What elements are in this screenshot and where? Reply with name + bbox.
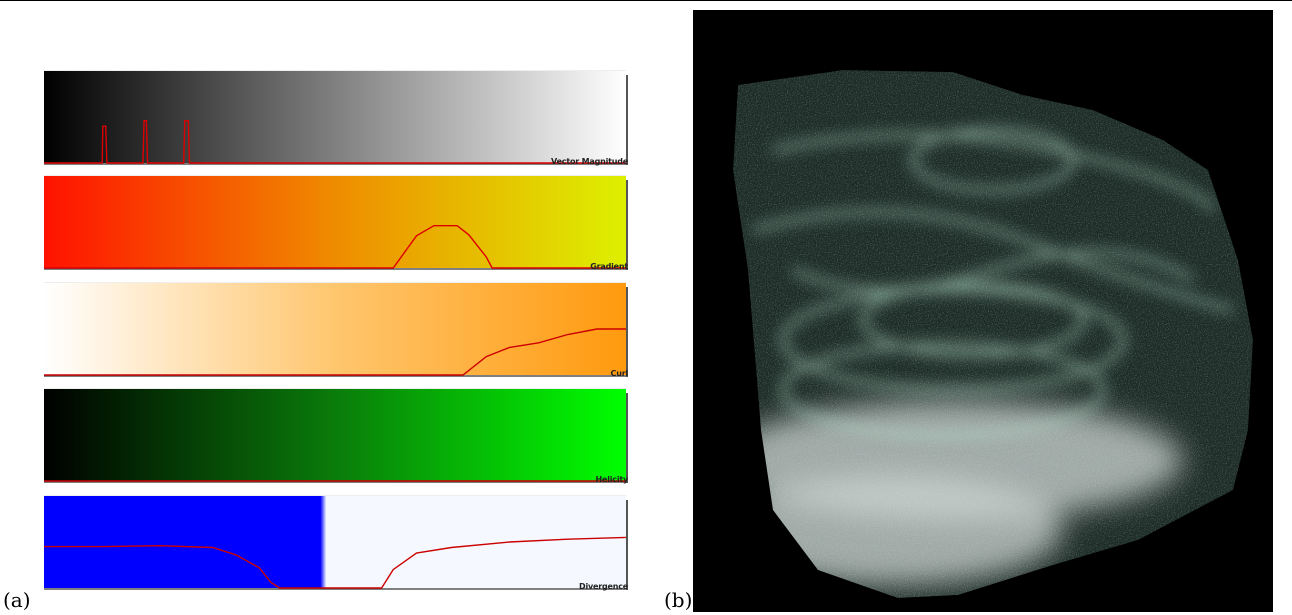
transfer-function-panel: Vector Magnitude Gradient Curl Helicity …	[40, 65, 640, 605]
tf-color-bar[interactable]	[44, 496, 626, 588]
tf-editor-curl-canvas[interactable]	[40, 277, 640, 382]
volume-rendering-canvas	[693, 10, 1273, 612]
tf-editor-gradient[interactable]: Gradient	[40, 170, 640, 275]
panel-label-b: (b)	[664, 588, 693, 612]
tf-color-bar[interactable]	[44, 389, 626, 481]
volume-rendering-image	[693, 10, 1273, 612]
tf-opacity-curve[interactable]	[44, 120, 626, 164]
tf-editor-helicity-canvas[interactable]	[40, 383, 640, 488]
tf-editor-label: Curl	[610, 369, 629, 378]
tf-color-bar[interactable]	[44, 71, 626, 163]
tf-editor-label: Gradient	[590, 262, 628, 271]
tf-opacity-curve[interactable]	[44, 328, 626, 376]
tf-editor-label: Divergence	[579, 582, 628, 591]
tf-editor-vector-magnitude[interactable]: Vector Magnitude	[40, 65, 640, 170]
tf-editor-vector-magnitude-canvas[interactable]	[40, 65, 640, 170]
render-grain	[733, 70, 1253, 598]
panel-label-a: (a)	[3, 588, 31, 612]
tf-editor-label: Helicity	[595, 475, 628, 484]
render-volume	[733, 70, 1253, 598]
tf-opacity-curve[interactable]	[44, 536, 627, 589]
tf-editor-helicity[interactable]: Helicity	[40, 383, 640, 488]
tf-color-bar[interactable]	[44, 283, 626, 375]
tf-editor-divergence[interactable]: Divergence	[40, 490, 640, 595]
tf-editor-gradient-canvas[interactable]	[40, 170, 640, 275]
top-rule	[0, 0, 1292, 1]
tf-color-bar[interactable]	[44, 176, 626, 268]
tf-opacity-curve[interactable]	[44, 225, 626, 269]
tf-editor-divergence-canvas[interactable]	[40, 490, 640, 595]
tf-editor-label: Vector Magnitude	[551, 157, 628, 166]
tf-editor-curl[interactable]: Curl	[40, 277, 640, 382]
